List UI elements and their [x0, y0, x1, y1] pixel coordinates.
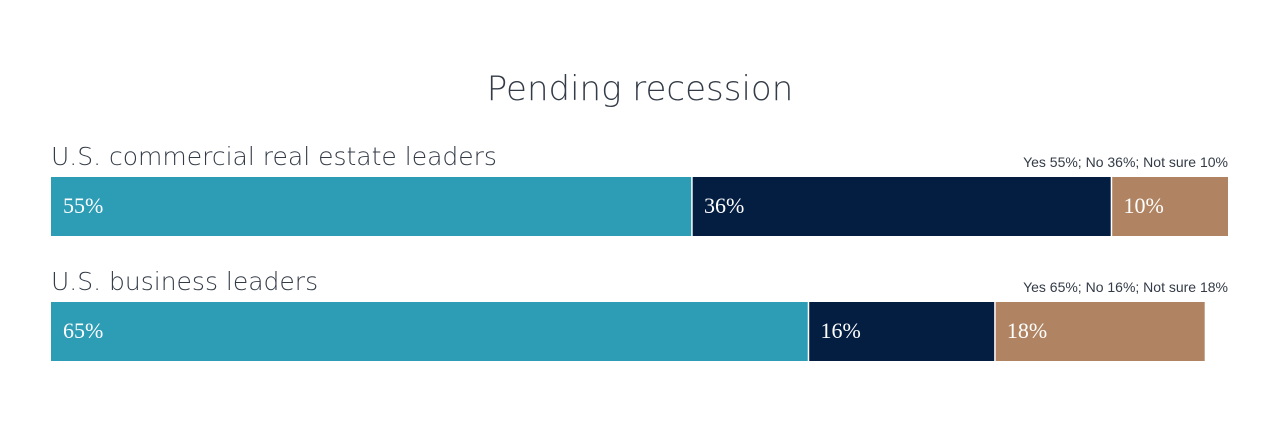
data-label: 16%: [820, 318, 860, 343]
data-label: 65%: [63, 318, 103, 343]
bar-summary-label: Yes 65%; No 16%; Not sure 18%: [1023, 279, 1228, 295]
data-label: 36%: [704, 193, 744, 218]
bar-segment-not-sure: [994, 302, 1205, 361]
bar-segment-no: [808, 302, 995, 361]
data-label: 55%: [63, 193, 103, 218]
category-label: U.S. business leaders: [51, 267, 318, 296]
chart-title: Pending recession: [487, 69, 794, 109]
category-label: U.S. commercial real estate leaders: [51, 142, 497, 171]
data-label: 10%: [1123, 193, 1163, 218]
bar-segment-no: [691, 177, 1112, 236]
data-label: 18%: [1007, 318, 1047, 343]
bar-segment-yes: [51, 302, 809, 361]
bar-segment-yes: [51, 177, 692, 236]
bar-segment-not-sure: [1111, 177, 1228, 236]
bar-summary-label: Yes 55%; No 36%; Not sure 10%: [1023, 154, 1228, 170]
